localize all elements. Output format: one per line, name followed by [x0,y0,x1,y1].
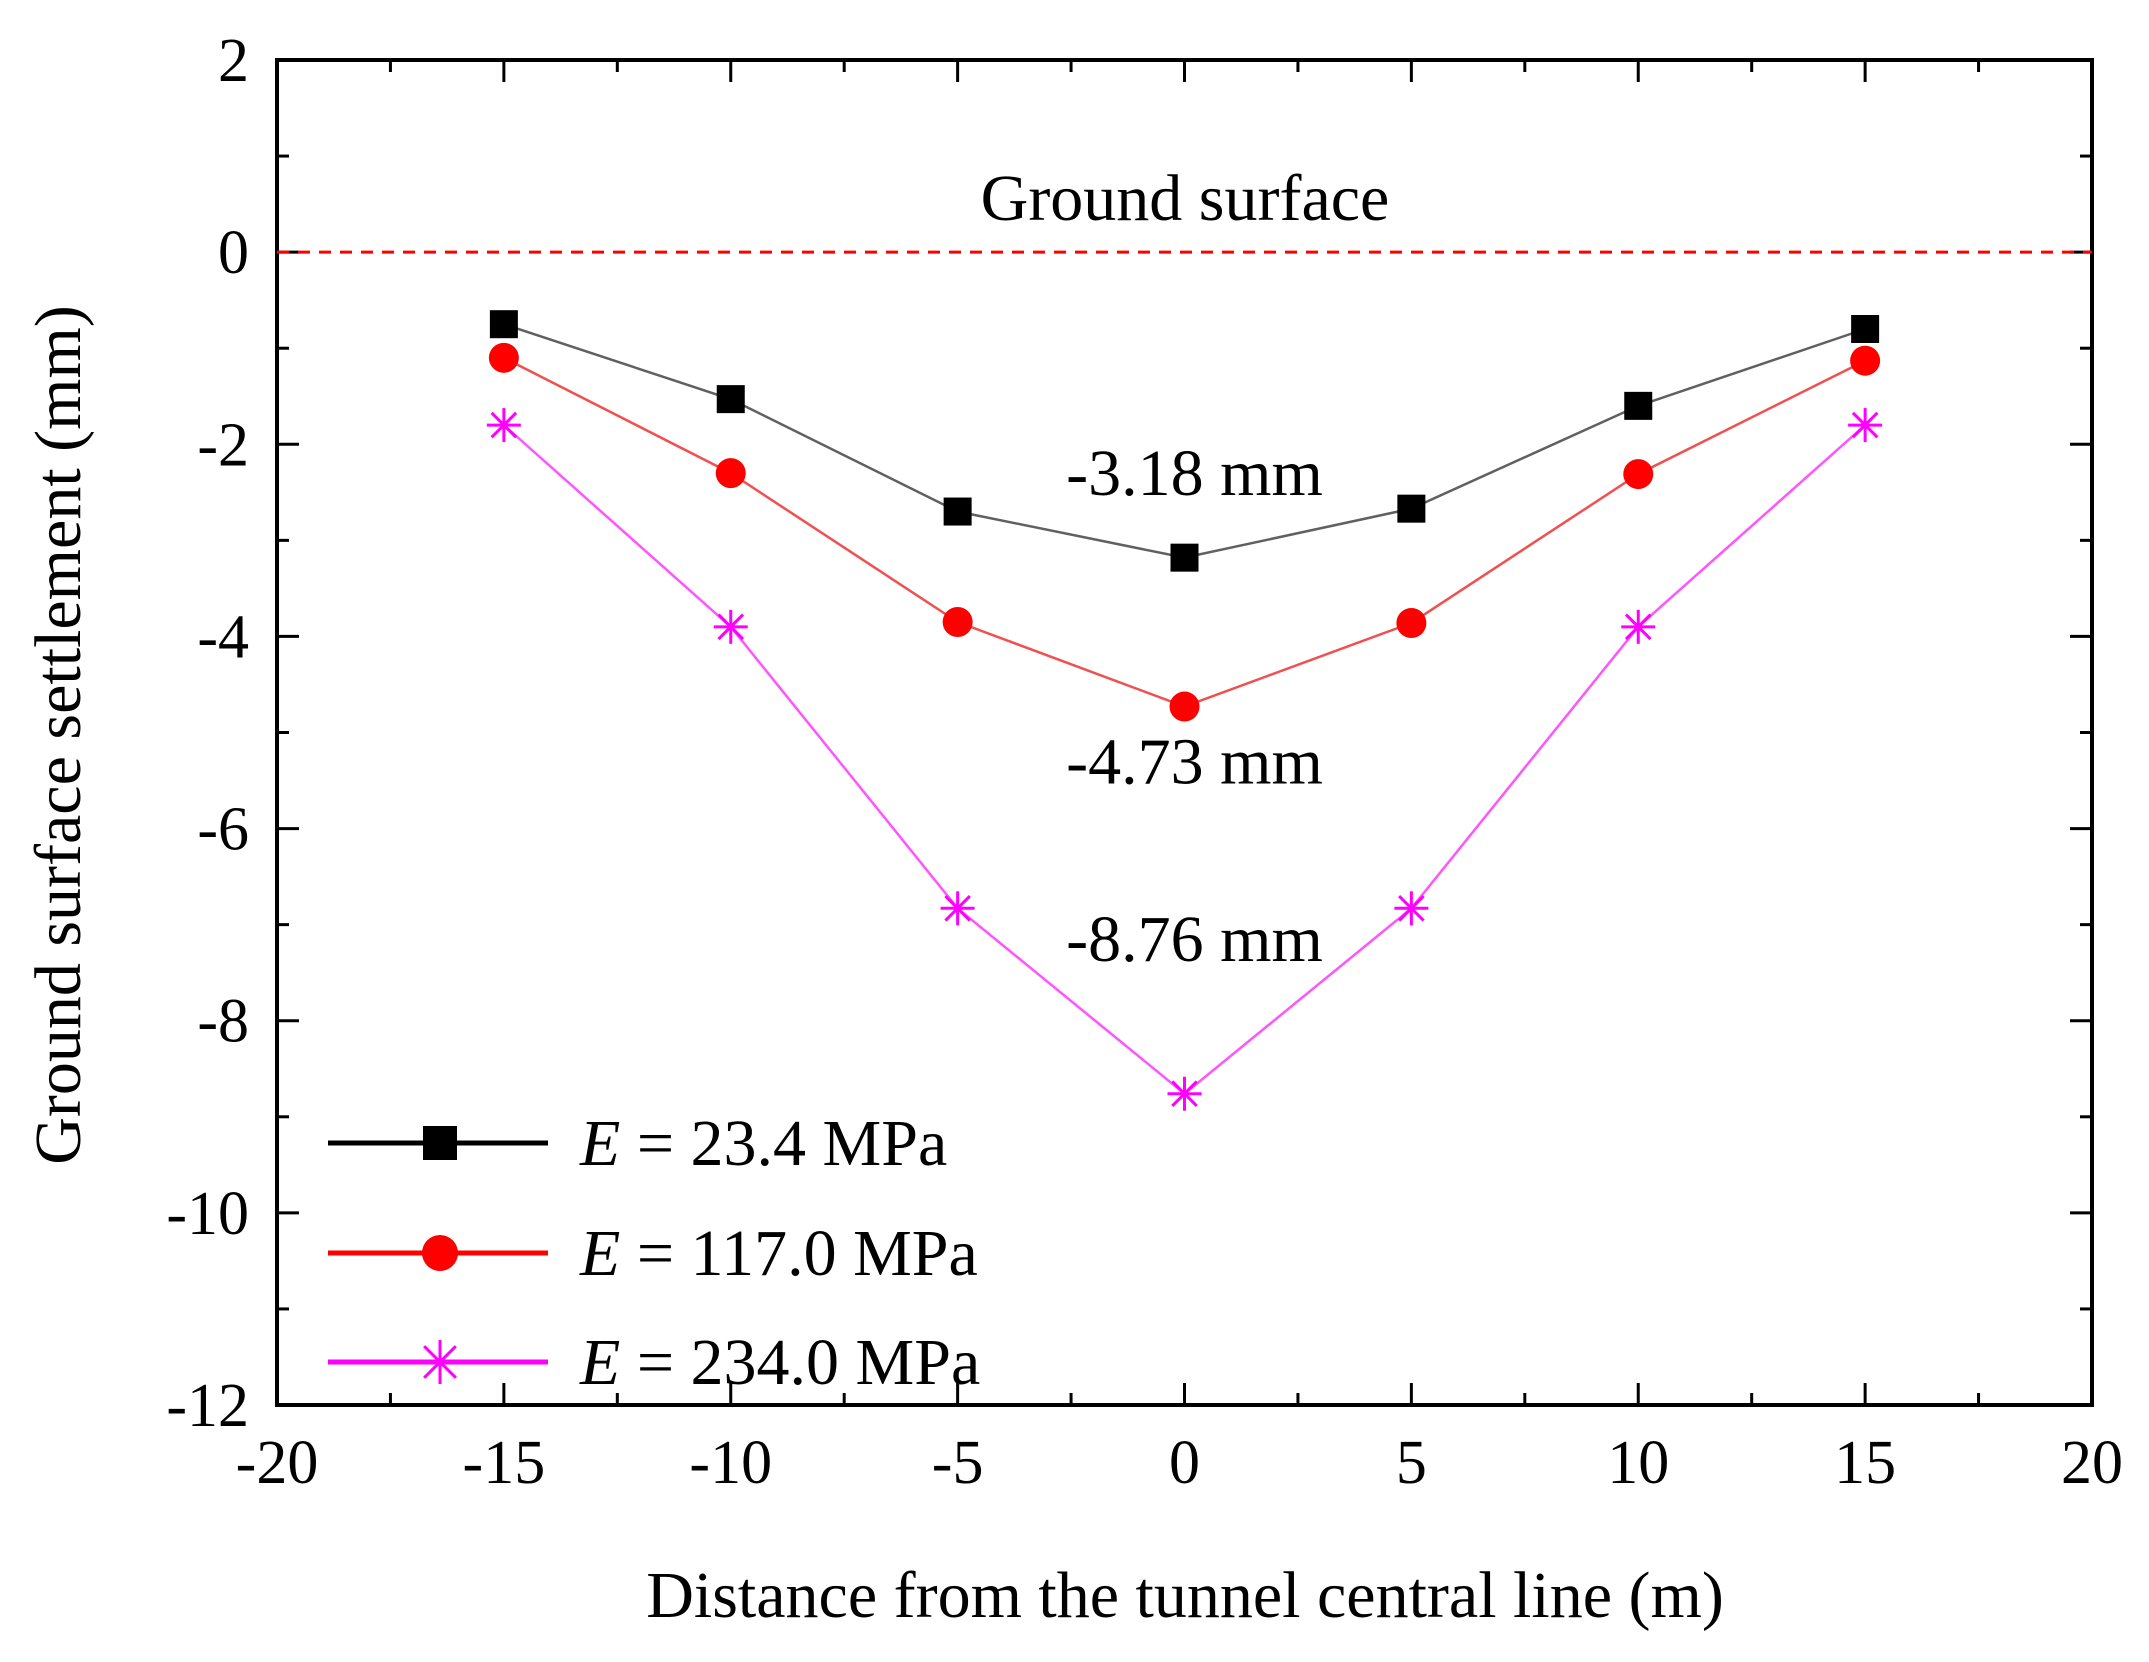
star-stroke [490,411,518,439]
x-tick-label: 0 [1169,1429,1200,1497]
legend-label: E = 117.0 MPa [579,1217,978,1290]
min-settlement-annotation: -3.18 mm [1066,437,1323,510]
data-point-circle [1396,607,1427,638]
star-stroke [423,1345,457,1379]
data-point-square [1397,494,1426,523]
legend-label-value: = 117.0 MPa [620,1217,977,1290]
data-point-circle [1169,691,1200,722]
data-point-circle [488,342,519,373]
y-tick-label: 0 [218,219,249,287]
data-point-star [1394,891,1429,926]
legend-label: E = 234.0 MPa [579,1326,980,1399]
data-point-circle [1850,345,1881,376]
legend-label-value: = 234.0 MPa [620,1326,980,1399]
x-tick-label: -20 [236,1429,319,1497]
series-3 [486,408,1883,1111]
star-stroke [1171,1080,1198,1108]
data-point-star [418,1340,462,1384]
y-tick-label: -4 [197,603,249,671]
ground-surface-label: Ground surface [981,162,1390,235]
x-tick-label: 5 [1396,1429,1427,1497]
y-axis-title: Ground surface settlement (mm) [22,305,95,1165]
y-tick-label: -10 [166,1180,249,1248]
data-point-square [423,1126,457,1160]
data-point-star [713,609,748,644]
star-stroke [1624,613,1652,641]
y-tick-label: -12 [166,1372,249,1440]
data-point-star [486,408,521,443]
y-tick-label: 2 [218,27,249,95]
min-settlement-annotation: -4.73 mm [1066,725,1323,798]
star-stroke [1851,411,1879,439]
legend-item: E = 117.0 MPa [328,1217,978,1290]
data-point-square [716,385,745,414]
data-point-star [1621,609,1656,644]
min-settlement-annotation: -8.76 mm [1066,903,1323,976]
data-point-square [1624,391,1653,420]
data-point-circle [1623,459,1654,490]
data-point-circle [942,607,973,638]
data-point-star [940,891,975,926]
legend-label-value: = 23.4 MPa [620,1107,947,1180]
legend-item: E = 23.4 MPa [328,1107,947,1180]
star-stroke [944,895,971,922]
series-2 [488,342,1881,722]
legend-label-symbol: E [579,1326,620,1399]
series-line [503,356,1866,708]
x-tick-label: 20 [2061,1429,2123,1497]
star-stroke [717,613,745,641]
legend-label: E = 23.4 MPa [579,1107,947,1180]
series-1 [489,310,1880,572]
series-group [486,310,1883,1111]
data-point-circle [422,1235,458,1271]
annotations-group: -3.18 mm -4.73 mm -8.76 mm [1066,437,1323,976]
data-point-square [943,497,972,526]
x-tick-label: -15 [463,1429,546,1497]
x-tick-label: 15 [1834,1429,1896,1497]
data-point-star [1848,408,1883,443]
data-point-circle [715,458,746,489]
y-tick-label: -2 [197,411,249,479]
x-tick-label: -10 [689,1429,772,1497]
legend-item: E = 234.0 MPa [328,1326,980,1399]
legend-label-symbol: E [579,1217,620,1290]
data-point-square [1851,315,1880,343]
y-tick-label: -6 [197,796,249,864]
y-tick-label: -8 [197,988,249,1056]
data-point-square [489,310,518,339]
x-tick-label: -5 [932,1429,984,1497]
data-point-star [1167,1076,1202,1111]
reference-line-group: Ground surface [277,162,2092,254]
x-tick-label: 10 [1607,1429,1669,1497]
x-axis-title: Distance from the tunnel central line (m… [646,1559,1724,1632]
legend-label-symbol: E [579,1107,620,1180]
star-stroke [1398,895,1425,922]
data-point-square [1170,543,1199,572]
